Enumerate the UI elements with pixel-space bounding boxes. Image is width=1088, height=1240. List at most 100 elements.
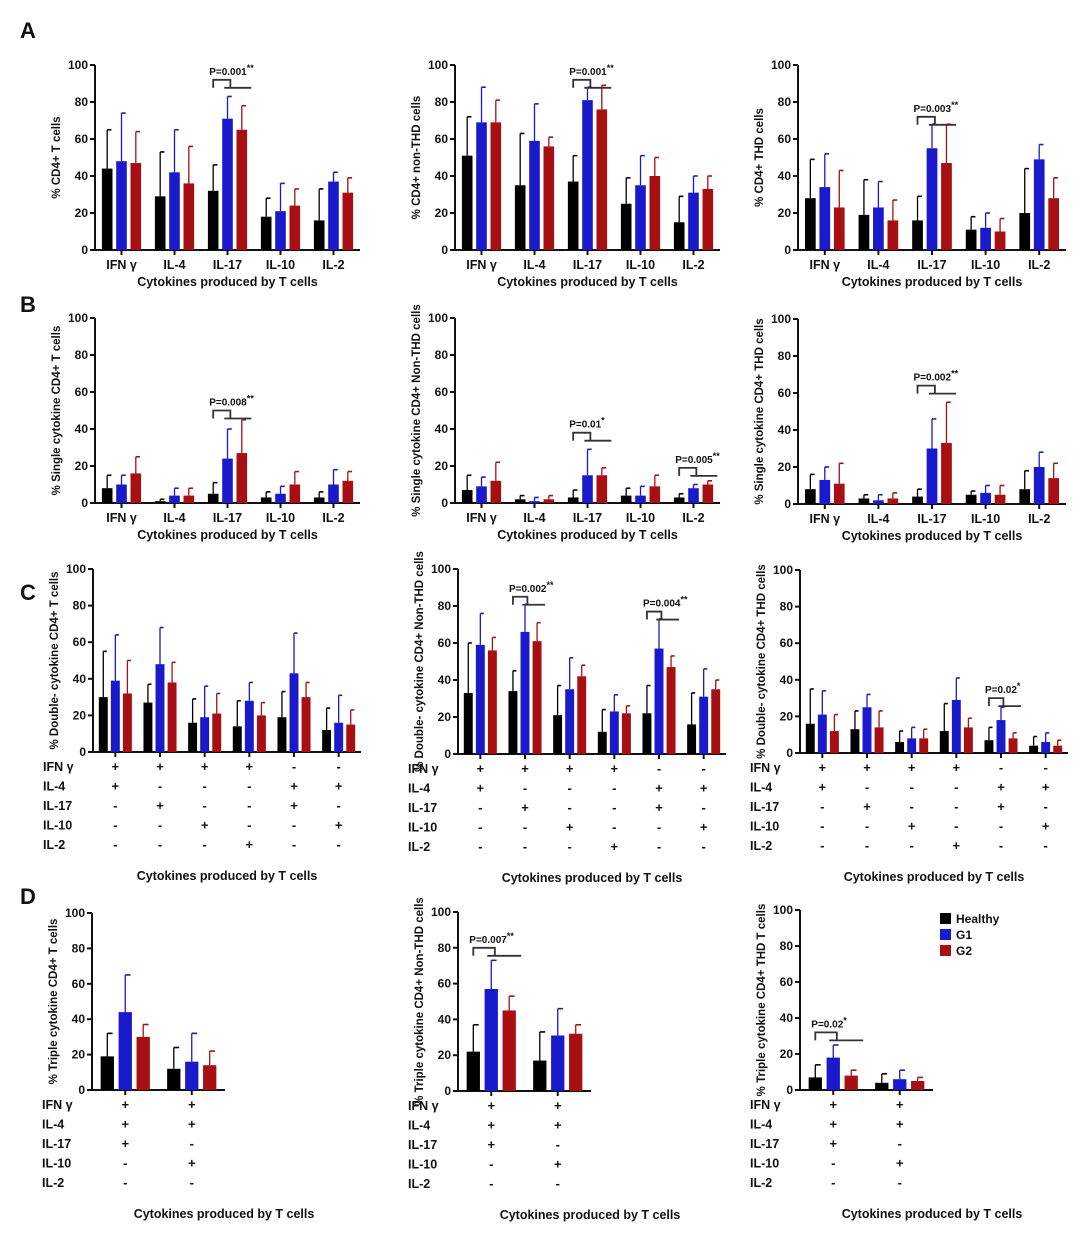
- bar-g1: [688, 192, 699, 250]
- p-value-text: P=0.003: [914, 104, 952, 115]
- bar-healthy: [322, 730, 332, 752]
- combination-sign: +: [611, 761, 619, 776]
- x-axis-label: Cytokines produced by T cells: [502, 871, 683, 885]
- bar-healthy: [313, 220, 325, 250]
- bar-g1: [1033, 159, 1045, 250]
- y-tick-label: 20: [435, 459, 449, 473]
- bar-healthy: [461, 490, 473, 503]
- y-axis-label: % Single cytokine CD4+ THD cells: [754, 318, 766, 504]
- bar-healthy: [167, 1068, 181, 1090]
- bar-healthy: [1019, 489, 1031, 504]
- p-value-label: P=0.001**: [569, 63, 614, 78]
- combination-sign: -: [123, 1175, 127, 1190]
- combination-sign: -: [567, 800, 571, 815]
- bar-g2: [1048, 478, 1060, 504]
- bar-healthy: [1019, 213, 1031, 250]
- bar-g2: [911, 1081, 925, 1090]
- bar-healthy: [858, 498, 870, 504]
- x-tick-label: IL-17: [917, 512, 946, 526]
- combination-sign: -: [556, 1137, 560, 1152]
- p-value-label: P=0.001**: [209, 63, 254, 78]
- y-tick-label: 40: [72, 1012, 86, 1026]
- y-axis-label: % Single cytokine CD4+ T cells: [51, 326, 63, 496]
- y-tick-label: 40: [73, 672, 87, 686]
- p-value-label: P=0.003**: [914, 100, 959, 115]
- bar-healthy: [533, 1060, 547, 1091]
- row-label: IL-4: [43, 780, 65, 794]
- bar-g2: [829, 731, 839, 753]
- legend-label-healthy: Healthy: [956, 912, 1000, 926]
- significance-stars: **: [680, 595, 688, 605]
- y-tick-label: 0: [81, 243, 88, 257]
- bar-g1: [110, 680, 120, 752]
- bar-g2: [941, 442, 952, 504]
- significance-stars: *: [1017, 681, 1021, 691]
- bar-g2: [487, 650, 497, 754]
- combination-sign: +: [121, 1136, 129, 1151]
- y-tick-label: 80: [75, 95, 89, 109]
- bar-g2: [1053, 745, 1063, 753]
- combination-sign: -: [999, 838, 1003, 853]
- combination-sign: +: [1042, 819, 1050, 834]
- y-axis-label: % Single cytokine CD4+ Non-THD cells: [411, 304, 423, 516]
- bar-healthy: [553, 715, 563, 754]
- bar-g2: [874, 727, 884, 753]
- bar-healthy: [875, 1082, 889, 1090]
- combination-sign: -: [202, 837, 206, 852]
- bar-g2: [167, 682, 177, 752]
- combination-sign: +: [863, 799, 871, 814]
- combination-sign: +: [290, 779, 298, 794]
- bar-g1: [244, 700, 254, 752]
- significance-stars: **: [247, 63, 255, 73]
- legend-swatch-healthy: [940, 913, 951, 924]
- combination-sign: -: [954, 819, 958, 834]
- combination-sign: -: [865, 838, 869, 853]
- combination-sign: +: [188, 1097, 196, 1112]
- combination-sign: +: [290, 798, 298, 813]
- bar-g1: [529, 501, 540, 503]
- bar-g1: [116, 484, 127, 503]
- bar-g1: [475, 644, 485, 754]
- significance-stars: **: [247, 394, 255, 404]
- y-tick-label: 60: [435, 385, 449, 399]
- bar-g2: [122, 693, 132, 752]
- combination-sign: -: [113, 798, 117, 813]
- y-tick-label: 60: [438, 977, 452, 991]
- combination-sign: +: [201, 759, 209, 774]
- y-tick-label: 20: [780, 709, 794, 723]
- significance-stars: **: [951, 369, 959, 379]
- p-value-text: P=0.02: [985, 685, 1017, 696]
- bar-g2: [130, 473, 142, 503]
- bar-g1: [1033, 467, 1045, 504]
- bar-g1: [893, 1079, 907, 1090]
- row-label: IL-2: [43, 838, 65, 852]
- panel-letter-c: C: [20, 580, 36, 605]
- x-tick-label: IL-4: [867, 512, 889, 526]
- legend-swatch-g1: [940, 929, 951, 940]
- y-tick-label: 80: [73, 599, 87, 613]
- bar-healthy: [673, 222, 685, 250]
- bar-healthy: [939, 731, 949, 753]
- bar-healthy: [101, 488, 113, 503]
- bar-g1: [873, 500, 884, 504]
- row-label: IL-4: [408, 1119, 430, 1133]
- combination-sign: +: [246, 759, 254, 774]
- combination-sign: -: [701, 839, 705, 854]
- p-value-text: P=0.004: [643, 599, 681, 610]
- bar-g1: [476, 122, 487, 250]
- bar-healthy: [567, 497, 579, 503]
- combination-sign: -: [999, 760, 1003, 775]
- x-tick-label: IFN γ: [106, 258, 137, 272]
- combination-sign: -: [898, 1136, 902, 1151]
- x-axis-label: Cytokines produced by T cells: [497, 528, 678, 542]
- y-tick-label: 60: [778, 132, 792, 146]
- combination-sign: +: [819, 760, 827, 775]
- x-tick-label: IL-17: [213, 511, 242, 525]
- y-tick-label: 80: [438, 941, 452, 955]
- bar-g1: [862, 707, 872, 753]
- y-tick-label: 0: [441, 496, 448, 510]
- combination-sign: -: [1043, 838, 1047, 853]
